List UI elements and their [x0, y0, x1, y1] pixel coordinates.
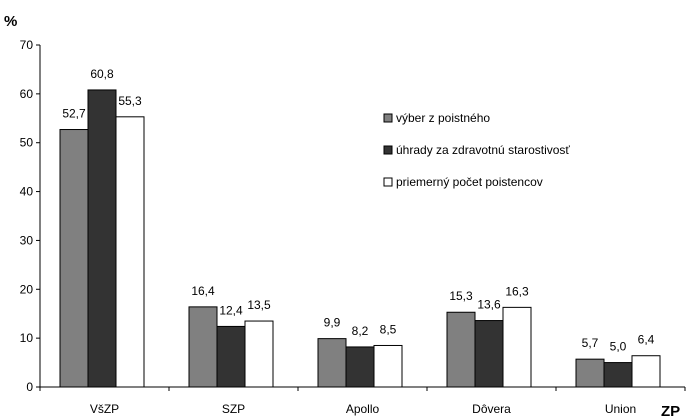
y-tick-label: 20 — [20, 282, 34, 296]
legend-entry: priemerný počet poistencov — [396, 175, 543, 189]
bar — [59, 129, 89, 388]
legend-swatch — [383, 145, 393, 155]
bar — [345, 346, 375, 388]
data-label: 55,3 — [118, 94, 142, 108]
data-label: 13,6 — [477, 298, 501, 312]
data-label: 12,4 — [219, 303, 243, 317]
y-axis-label: % — [4, 13, 17, 30]
data-label: 15,3 — [449, 289, 473, 303]
bar — [216, 325, 246, 388]
legend-entry: úhrady za zdravotnú starostivosť — [396, 143, 570, 157]
bar — [115, 116, 145, 388]
bar — [631, 355, 661, 388]
data-label: 52,7 — [62, 107, 86, 121]
data-label: 60,8 — [90, 67, 114, 81]
category-label: VšZP — [90, 402, 119, 416]
bar — [317, 338, 347, 388]
category-label: Dôvera — [472, 402, 511, 416]
data-label: 5,7 — [582, 336, 599, 350]
y-tick-label: 50 — [20, 136, 34, 150]
legend-swatch — [383, 113, 393, 123]
legend-swatch — [383, 177, 393, 187]
data-label: 6,4 — [638, 333, 655, 347]
bar — [87, 89, 117, 388]
bar — [373, 344, 403, 388]
bar — [446, 311, 476, 388]
x-axis-label: ZP — [661, 403, 680, 419]
data-label: 13,5 — [247, 298, 271, 312]
data-label: 16,3 — [505, 284, 529, 298]
legend: výber z poistného úhrady za zdravotnú sta… — [383, 111, 570, 189]
data-label: 8,5 — [380, 322, 397, 336]
y-tick-label: 70 — [20, 38, 34, 52]
data-label: 9,9 — [324, 316, 341, 330]
bar — [575, 358, 605, 388]
axes: 0 10 20 30 40 50 60 70 VšZP SZP Apollo Dôvera Union — [20, 38, 686, 416]
y-tick-label: 30 — [20, 233, 34, 247]
bars: 52,7 60,8 55,3 16,4 12,4 13,5 9,9 8,2 8,5 15,3 13,… — [59, 67, 661, 388]
y-tick-label: 0 — [26, 380, 33, 394]
y-tick-label: 60 — [20, 87, 34, 101]
bar — [603, 362, 633, 388]
bar — [244, 320, 274, 388]
y-tick-label: 10 — [20, 331, 34, 345]
bar — [502, 306, 532, 388]
y-tick-label: 40 — [20, 185, 34, 199]
category-label: Union — [605, 402, 636, 416]
bar — [474, 320, 504, 388]
data-label: 5,0 — [610, 340, 627, 354]
data-label: 16,4 — [191, 284, 215, 298]
legend-entry: výber z poistného — [396, 111, 490, 125]
category-label: Apollo — [346, 402, 380, 416]
category-label: SZP — [222, 402, 245, 416]
data-label: 8,2 — [352, 324, 369, 338]
bar — [188, 306, 218, 388]
